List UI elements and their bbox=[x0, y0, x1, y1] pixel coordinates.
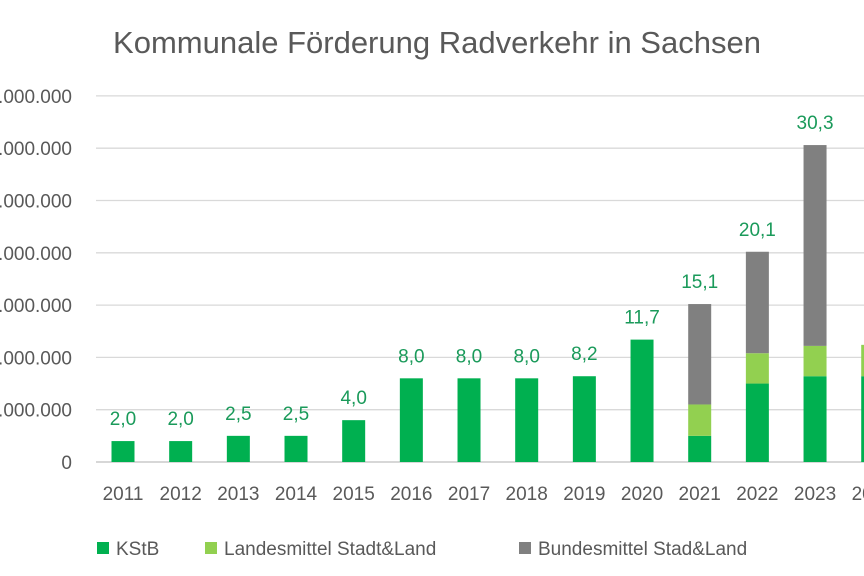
data-label: 8,0 bbox=[513, 346, 539, 367]
y-tick-label: 30.000.000 bbox=[0, 139, 72, 160]
x-tick-label: 2012 bbox=[160, 484, 202, 505]
x-tick-label: 2020 bbox=[621, 484, 663, 505]
x-tick-label: 2016 bbox=[390, 484, 432, 505]
data-label: 8,0 bbox=[456, 346, 482, 367]
legend-label: Landesmittel Stadt&Land bbox=[224, 539, 436, 560]
bar-segment bbox=[399, 378, 423, 462]
bar-segment bbox=[861, 344, 864, 377]
y-tick-label: 5.000.000 bbox=[0, 401, 72, 422]
data-label: 2,5 bbox=[225, 404, 251, 425]
bar-segment bbox=[111, 441, 135, 462]
x-tick-label: 2022 bbox=[736, 484, 778, 505]
legend-label: Bundesmittel Stad&Land bbox=[538, 539, 747, 560]
bar-segment bbox=[342, 420, 366, 462]
bar-segment bbox=[630, 339, 654, 462]
bar-segment bbox=[688, 304, 712, 405]
data-label: 11,7 bbox=[624, 308, 660, 329]
bar-segment bbox=[284, 435, 308, 462]
x-tick-label: 2023 bbox=[794, 484, 836, 505]
y-tick-label: 10.000.000 bbox=[0, 348, 72, 369]
data-label: 2,0 bbox=[110, 409, 136, 430]
bar-segment bbox=[745, 251, 769, 354]
y-tick-label: 0 bbox=[61, 453, 72, 474]
x-tick-label: 2014 bbox=[275, 484, 318, 505]
bar-segment bbox=[688, 404, 712, 436]
x-tick-label: 2017 bbox=[448, 484, 490, 505]
legend-swatch bbox=[519, 542, 531, 554]
bar-segment bbox=[745, 353, 769, 384]
bar-segment bbox=[803, 145, 827, 346]
x-tick-label: 2024 bbox=[852, 484, 864, 505]
y-tick-label: 15.000.000 bbox=[0, 296, 72, 317]
legend-swatch bbox=[97, 542, 109, 554]
legend-swatch bbox=[205, 542, 217, 554]
chart-title: Kommunale Förderung Radverkehr in Sachse… bbox=[113, 25, 761, 60]
x-tick-label: 2018 bbox=[506, 484, 548, 505]
data-label: 2,5 bbox=[283, 404, 309, 425]
bar-segment bbox=[457, 378, 481, 462]
bar-segment bbox=[803, 345, 827, 377]
data-label: 8,0 bbox=[398, 346, 424, 367]
x-tick-label: 2011 bbox=[103, 484, 144, 505]
bar-segment bbox=[861, 376, 864, 462]
bar-segment bbox=[803, 376, 827, 462]
data-label: 30,3 bbox=[797, 113, 834, 134]
y-tick-label: 35.000.000 bbox=[0, 87, 72, 108]
bar-segment bbox=[572, 376, 596, 462]
data-label: 20,1 bbox=[739, 220, 776, 241]
data-label: 2,0 bbox=[167, 409, 193, 430]
x-tick-label: 2013 bbox=[217, 484, 259, 505]
x-tick-label: 2019 bbox=[563, 484, 605, 505]
bar-segment bbox=[169, 441, 193, 462]
y-tick-label: 25.000.000 bbox=[0, 192, 72, 213]
data-label: 8,2 bbox=[571, 344, 597, 365]
bar-segment bbox=[688, 435, 712, 462]
x-tick-label: 2015 bbox=[333, 484, 375, 505]
bar-segment bbox=[515, 378, 539, 462]
bar-segment bbox=[226, 435, 250, 462]
data-label: 4,0 bbox=[340, 388, 366, 409]
y-tick-label: 20.000.000 bbox=[0, 244, 72, 265]
x-tick-label: 2021 bbox=[679, 484, 721, 505]
legend-label: KStB bbox=[116, 539, 159, 560]
bar-segment bbox=[745, 383, 769, 462]
data-label: 15,1 bbox=[681, 272, 718, 293]
